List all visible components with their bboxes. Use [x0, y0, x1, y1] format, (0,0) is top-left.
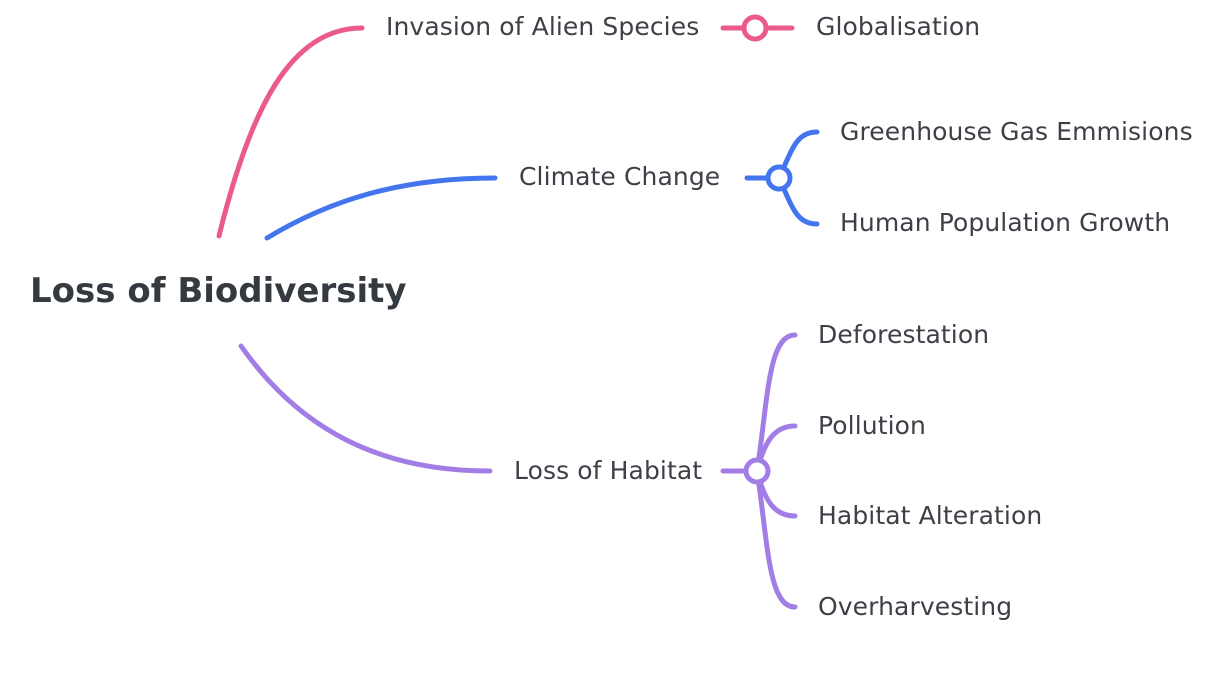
connector-root-to-invasion — [216, 25, 365, 239]
connector-habitat-to-deforestation — [754, 332, 798, 474]
habitat-junction-node[interactable] — [743, 457, 771, 485]
topic-climate-change[interactable]: Climate Change — [519, 162, 721, 191]
root-topic[interactable]: Loss of Biodiversity — [30, 271, 407, 311]
subtopic-human-population-growth[interactable]: Human Population Growth — [840, 208, 1171, 237]
topic-invasion-of-alien-species[interactable]: Invasion of Alien Species — [386, 12, 700, 41]
subtopic-greenhouse-gas-emmisions[interactable]: Greenhouse Gas Emmisions — [840, 117, 1193, 146]
topic-loss-of-habitat[interactable]: Loss of Habitat — [514, 456, 703, 485]
subtopic-pollution[interactable]: Pollution — [818, 411, 927, 440]
connector-habitat-to-overharvesting — [754, 468, 798, 610]
subtopic-overharvesting[interactable]: Overharvesting — [818, 592, 1013, 621]
subtopic-globalisation[interactable]: Globalisation — [816, 12, 981, 41]
invasion-junction-node[interactable] — [741, 14, 769, 42]
subtopic-habitat-alteration[interactable]: Habitat Alteration — [818, 501, 1043, 530]
connector-root-to-climate — [264, 175, 498, 241]
climate-junction-node[interactable] — [765, 164, 793, 192]
connector-root-to-habitat — [238, 343, 493, 474]
subtopic-deforestation[interactable]: Deforestation — [818, 320, 990, 349]
